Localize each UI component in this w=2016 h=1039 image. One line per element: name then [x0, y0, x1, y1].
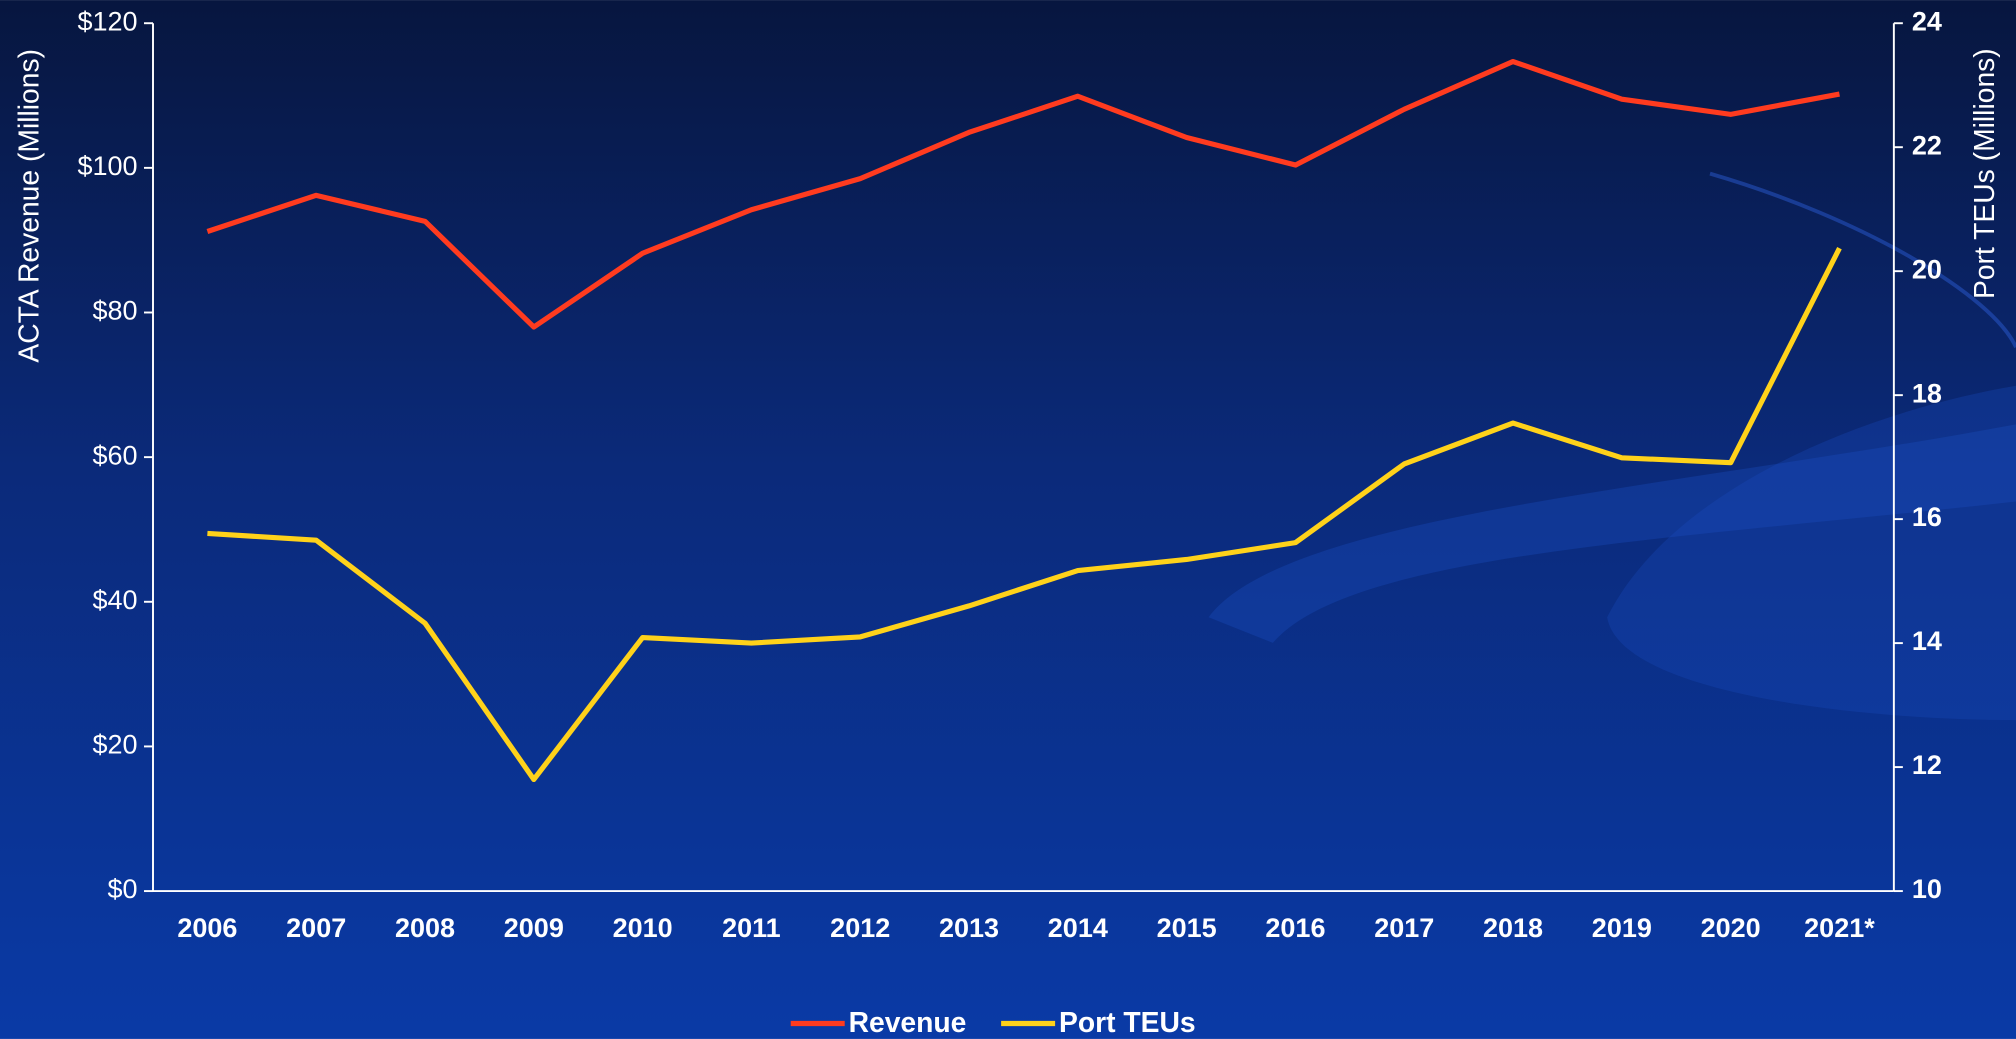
- y2-tick-label: 12: [1912, 750, 1942, 780]
- y-tick-label: $20: [93, 730, 138, 760]
- x-tick-label: 2009: [504, 913, 564, 943]
- y2-tick-label: 18: [1912, 378, 1942, 408]
- x-tick-label: 2011: [722, 913, 781, 943]
- legend-label: Port TEUs: [1059, 1006, 1196, 1038]
- y-tick-label: $120: [77, 6, 137, 36]
- y-tick-label: $60: [93, 440, 138, 470]
- x-tick-label: 2016: [1265, 913, 1325, 943]
- y2-tick-label: 22: [1912, 130, 1942, 160]
- y-tick-label: $40: [93, 585, 138, 615]
- y2-tick-label: 16: [1912, 502, 1942, 532]
- x-tick-label: 2013: [939, 913, 999, 943]
- x-tick-label: 2007: [286, 913, 346, 943]
- x-tick-label: 2010: [613, 913, 673, 943]
- y2-tick-label: 14: [1912, 626, 1942, 656]
- x-tick-label: 2020: [1701, 913, 1761, 943]
- x-tick-label: 2015: [1157, 913, 1217, 943]
- x-tick-label: 2012: [830, 913, 890, 943]
- y-tick-label: $0: [108, 874, 138, 904]
- x-tick-label: 2018: [1483, 913, 1543, 943]
- y-axis-title: ACTA Revenue (Millions): [12, 49, 44, 363]
- y2-axis-title: Port TEUs (Millions): [1968, 48, 2000, 299]
- legend-label: Revenue: [849, 1006, 967, 1038]
- y2-tick-label: 10: [1912, 874, 1942, 904]
- x-tick-label: 2008: [395, 913, 455, 943]
- y2-tick-label: 24: [1912, 6, 1942, 36]
- y2-tick-label: 20: [1912, 254, 1942, 284]
- x-tick-label: 2021*: [1804, 913, 1875, 943]
- x-tick-label: 2019: [1592, 913, 1652, 943]
- chart: ACTA Revenue (Millions) Port TEUs (Milli…: [0, 0, 2016, 1039]
- page: {"chart_data": {"type": "line", "y_label…: [0, 0, 2016, 1039]
- y-tick-label: $80: [93, 296, 138, 326]
- x-tick-label: 2014: [1048, 913, 1108, 943]
- x-tick-label: 2006: [177, 913, 237, 943]
- y-tick-label: $100: [77, 151, 137, 181]
- x-tick-label: 2017: [1374, 913, 1434, 943]
